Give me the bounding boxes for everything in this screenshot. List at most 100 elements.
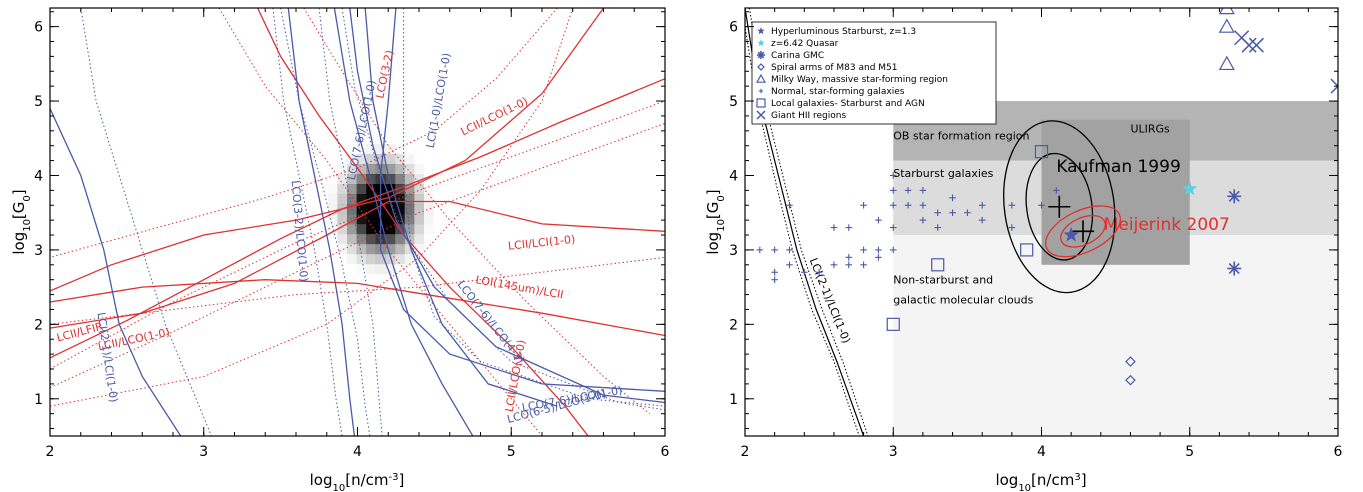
density-cell bbox=[423, 184, 434, 195]
y-tick-label: 5 bbox=[729, 94, 738, 110]
x-tick-label: 5 bbox=[507, 444, 516, 460]
density-cell bbox=[366, 254, 376, 265]
plus-marker bbox=[1008, 201, 1016, 209]
triangle-marker bbox=[755, 73, 767, 83]
density-cell bbox=[337, 184, 348, 195]
density-cell bbox=[366, 164, 376, 175]
density-cell bbox=[375, 254, 386, 265]
density-cell bbox=[337, 164, 348, 175]
density-cell bbox=[404, 154, 415, 165]
blue-dotted-curve bbox=[341, 8, 665, 411]
density-cell bbox=[366, 214, 376, 225]
model-label: Kaufman 1999 bbox=[1056, 157, 1180, 177]
y-tick-label: 2 bbox=[34, 317, 43, 333]
curve-label: LOI(145um)/LCII bbox=[475, 273, 565, 301]
density-cell bbox=[395, 174, 405, 185]
regions bbox=[893, 101, 1338, 436]
density-cell bbox=[337, 214, 348, 225]
density-cell bbox=[414, 244, 424, 255]
plus-marker bbox=[845, 261, 853, 269]
density-cell bbox=[385, 164, 396, 175]
red-solid-curve bbox=[50, 200, 665, 329]
density-cell bbox=[395, 234, 405, 245]
blue-dotted-curve bbox=[272, 8, 343, 436]
legend-entry: z=6.42 Quasar bbox=[771, 39, 839, 49]
density-cell bbox=[337, 224, 348, 235]
star-marker bbox=[1182, 180, 1198, 196]
density-cell bbox=[385, 264, 396, 275]
model-label: Meijerink 2007 bbox=[1104, 215, 1230, 235]
blue-solid-curve bbox=[364, 8, 558, 407]
density-cell bbox=[404, 214, 415, 225]
square-marker bbox=[756, 98, 766, 108]
density-cell bbox=[337, 194, 348, 205]
density-cell bbox=[404, 194, 415, 205]
density-cell bbox=[385, 254, 396, 265]
curve-label: LCI(1-0)/LCO(1-0) bbox=[424, 52, 454, 149]
density-cell bbox=[404, 234, 415, 245]
plus-marker bbox=[786, 246, 793, 254]
x-tick-label: 6 bbox=[661, 444, 670, 460]
left-y-axis-label: log10[G0] bbox=[10, 189, 33, 254]
density-cell bbox=[395, 244, 405, 255]
density-cell bbox=[433, 204, 444, 215]
region-annotation: OB star formation region bbox=[893, 130, 1029, 143]
density-cell bbox=[385, 274, 396, 285]
left-x-axis-label: log10[n/cm-3] bbox=[310, 471, 405, 492]
density-cell bbox=[395, 204, 405, 215]
plus-marker bbox=[786, 261, 793, 269]
plus-marker bbox=[875, 254, 882, 261]
density-cell bbox=[327, 194, 338, 205]
cross-marker bbox=[756, 110, 766, 120]
density-cell bbox=[356, 194, 367, 205]
legend-box bbox=[751, 21, 997, 125]
density-cell bbox=[366, 234, 376, 245]
density-cell bbox=[423, 194, 434, 205]
plus-marker bbox=[1008, 224, 1016, 231]
y-tick-label: 6 bbox=[729, 20, 738, 36]
plus-marker bbox=[815, 268, 823, 276]
plus-marker bbox=[904, 187, 912, 194]
density-cell bbox=[404, 164, 415, 175]
density-cell bbox=[356, 254, 367, 265]
blue-dotted-curve bbox=[280, 8, 371, 436]
star-marker bbox=[1063, 227, 1079, 242]
x-tick-label: 2 bbox=[46, 444, 55, 460]
legend-entry: Spiral arms of M83 and M51 bbox=[771, 63, 898, 73]
diamond-marker bbox=[1125, 356, 1136, 367]
density-cell bbox=[395, 154, 405, 165]
square-marker bbox=[1034, 145, 1049, 159]
density-cell bbox=[404, 264, 415, 275]
density-cell bbox=[414, 194, 424, 205]
red-dotted-curve bbox=[218, 8, 543, 436]
triangle-marker bbox=[1218, 8, 1235, 15]
density-cell bbox=[356, 164, 367, 175]
density-cell bbox=[347, 184, 357, 195]
region-annotation: Non-starburst and bbox=[893, 273, 993, 286]
density-cell bbox=[395, 194, 405, 205]
density-cell bbox=[423, 214, 434, 225]
x-tick-label: 3 bbox=[889, 444, 898, 460]
density-cell bbox=[366, 274, 376, 285]
plus-marker bbox=[919, 216, 927, 224]
density-cell bbox=[385, 194, 396, 205]
left-chart: LCII/LCO(1-0)LCII/LCI(1-0)LOI(145um)/LCI… bbox=[10, 7, 670, 492]
plus-marker bbox=[889, 246, 897, 254]
density-cell bbox=[347, 254, 357, 265]
data-points bbox=[756, 8, 1338, 386]
red-dotted-curve bbox=[50, 122, 665, 389]
density-cell bbox=[385, 144, 396, 155]
square-marker bbox=[1020, 243, 1034, 257]
density-cell bbox=[375, 264, 386, 275]
plus-marker bbox=[1038, 201, 1045, 209]
density-cell bbox=[414, 254, 424, 265]
density-cell bbox=[375, 274, 386, 285]
right-x-axis-label: log10[n/cm3] bbox=[995, 471, 1086, 492]
plus-marker bbox=[758, 88, 764, 94]
density-cell bbox=[414, 204, 424, 215]
density-cell bbox=[414, 184, 424, 195]
density-cell bbox=[356, 174, 367, 185]
region-annotation: galactic molecular clouds bbox=[893, 294, 1033, 307]
plus-marker bbox=[904, 201, 912, 209]
